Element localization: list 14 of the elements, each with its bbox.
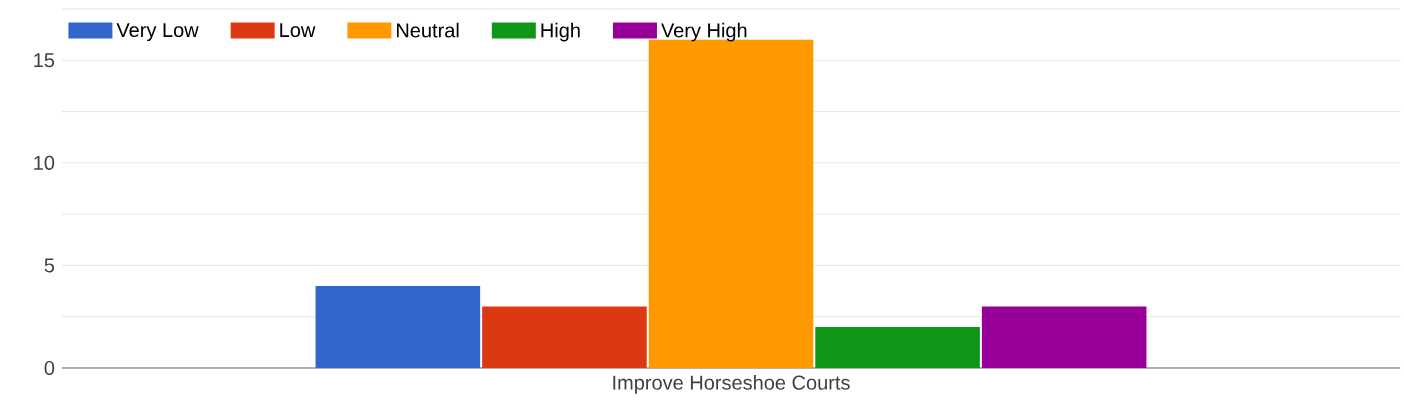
legend-label: Very High: [661, 22, 747, 42]
bar: [315, 285, 481, 368]
legend-label: Low: [280, 23, 316, 38]
bar: [482, 306, 647, 368]
y-tick-label: 15: [34, 53, 55, 68]
y-tick-label: 10: [34, 155, 55, 170]
legend-label: High: [541, 22, 580, 42]
bar: [815, 326, 980, 368]
legend-label: Neutral: [396, 22, 459, 38]
y-tick-label: 0: [44, 360, 55, 376]
x-tick-label: Improve Horseshoe Courts: [613, 375, 850, 394]
y-tick-label: 5: [44, 258, 55, 273]
bar: [981, 306, 1147, 368]
legend-label: Very Low: [116, 23, 199, 42]
